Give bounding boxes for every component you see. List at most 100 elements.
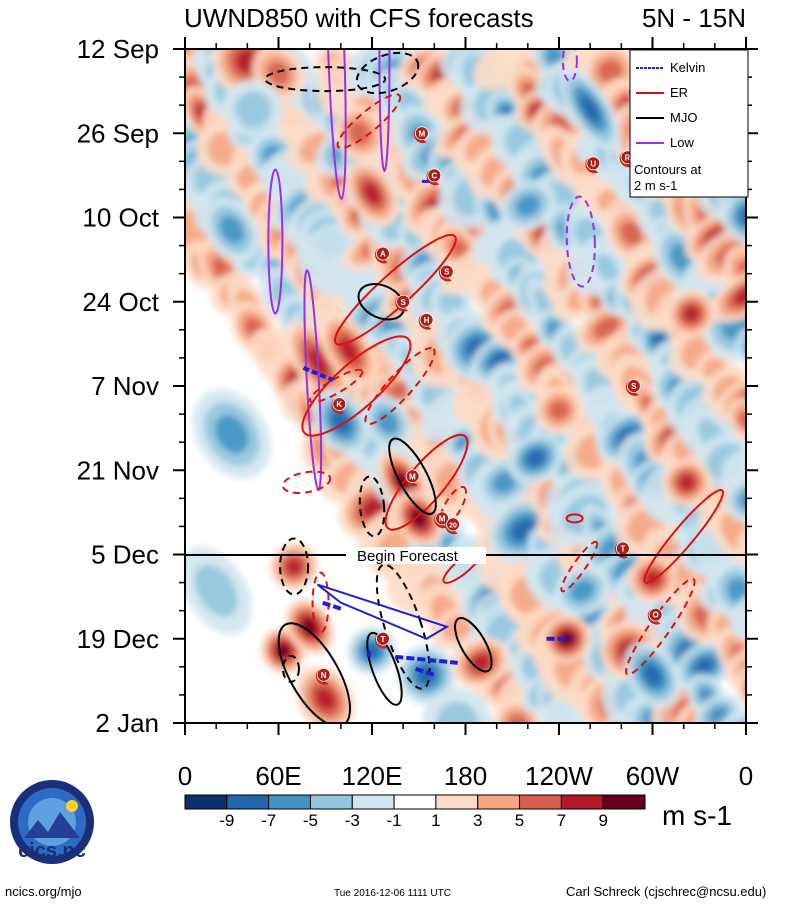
storm-marker-label: S [400,298,406,307]
contour-ellipse [565,195,596,288]
storm-marker-label: M [409,472,416,481]
contour-ellipse [454,617,493,673]
legend-label-er: ER [670,85,688,100]
kelvin-segment [321,600,342,611]
storm-marker: S [625,379,641,396]
storm-marker-label: M [439,514,446,523]
storm-marker-label: S [444,268,450,277]
contour-ellipse [267,168,284,315]
storm-marker-label: U [590,159,596,168]
y-tick-label: 7 Nov [91,371,159,401]
colorbar: -9 -7 -5 -3 -1 1 3 5 7 9 [184,794,646,830]
x-tick-label: 180 [444,761,487,791]
storm-marker: S [395,294,411,312]
contour-ellipse [358,475,386,538]
contour-ellipse [279,537,310,596]
y-tick-label: 12 Sep [77,34,159,64]
storm-marker: K [331,397,347,414]
y-tick-label: 5 Dec [91,540,159,570]
storm-marker-label: N [321,671,327,680]
colorbar-label: 3 [473,811,482,830]
contour-ellipse [264,66,387,93]
storm-marker: O [647,607,663,625]
contour-ellipse [565,513,584,524]
storm-marker-label: H [424,316,430,325]
contour-ellipse [357,283,406,321]
cics-logo: cics.nc [10,780,94,864]
x-tick-label: 0 [178,761,192,791]
colorbar-swatch [435,794,479,810]
contour-ellipse [355,51,420,95]
colorbar-label: 5 [515,811,524,830]
contour-ellipse [336,93,402,150]
legend-note-line1: Contours at [634,162,702,177]
y-tick-label: 21 Nov [77,455,159,485]
storm-marker: M [404,469,420,487]
contour-ellipse [561,49,578,83]
x-tick-label: 60E [255,761,301,791]
y-tick-label: 2 Jan [95,708,159,738]
storm-marker-label: K [336,400,342,409]
contour-ellipse [388,437,437,515]
colorbar-swatch [268,794,311,810]
footer-timestamp: Tue 2016-12-06 1111 UTC [334,888,451,899]
colorbar-label: 1 [431,811,440,830]
chart-region: 5N - 15N [642,3,746,33]
contour-ellipse [281,654,300,683]
contour-ellipse [560,540,599,593]
colorbar-swatch [309,794,353,810]
colorbar-swatch [226,794,270,810]
contour-ellipse [281,470,332,494]
x-tick-label: 0 [739,761,753,791]
x-tick-label: 60W [626,761,680,791]
kelvin-contour [316,583,450,640]
storm-marker-label: O [652,611,658,620]
storm-marker-label: 20 [449,522,457,529]
colorbar-label: -5 [303,811,318,830]
legend-note-line2: 2 m s-1 [634,178,677,193]
contour-ellipse [375,563,431,690]
storm-marker: M [434,511,450,529]
storm-marker-label: A [380,250,386,259]
storm-marker: S [438,264,454,282]
colorbar-label: -9 [219,811,234,830]
storm-marker-label: S [631,382,637,391]
x-axis-ticks: 0 60E 120E 180 120W 60W 0 [178,37,753,791]
colorbar-label: -1 [387,811,402,830]
contour-ellipse [378,49,391,173]
colorbar-swatch [393,794,437,810]
colorbar-swatch [519,794,562,810]
kelvin-segment [415,666,435,677]
storm-marker: T [375,631,390,649]
storm-marker: A [375,246,390,264]
chart-title: UWND850 with CFS forecasts [184,3,534,33]
colorbar-swatch [351,794,395,810]
storm-marker-label: R [625,153,631,162]
colorbar-label: -7 [261,811,276,830]
contour-ellipse [301,335,412,437]
storm-marker: C [426,168,442,186]
y-tick-label: 19 Dec [77,624,159,654]
storm-marker-label: C [431,171,437,180]
wave-filter-contours [264,49,724,723]
x-tick-label: 120W [525,761,593,791]
y-tick-label: 24 Oct [82,287,159,317]
storm-marker: U [585,156,601,174]
x-tick-label: 120E [342,761,403,791]
storm-marker: N [315,667,331,685]
storm-marker: H [418,312,434,330]
footer-left[interactable]: ncics.org/mjo [5,884,82,899]
legend-label-low: Low [670,135,694,150]
contour-ellipse [308,368,364,404]
kelvin-segment [302,366,334,382]
y-tick-label: 26 Sep [77,118,159,148]
logo-text: cics.nc [18,840,86,862]
colorbar-swatch [184,794,228,810]
forecast-start-label: Begin Forecast [357,548,459,565]
storm-marker: M [413,126,429,144]
colorbar-label: 7 [557,811,566,830]
contour-ellipse [643,489,724,584]
legend: Kelvin ER MJO Low Contours at 2 m s-1 [629,49,749,198]
colorbar-units: m s-1 [662,800,732,831]
